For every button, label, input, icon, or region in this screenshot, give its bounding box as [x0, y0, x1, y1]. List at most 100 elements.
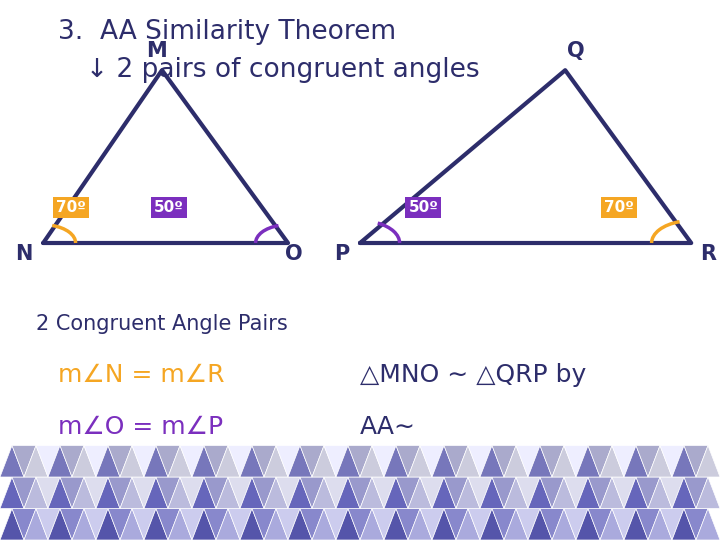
Polygon shape	[420, 446, 444, 477]
Polygon shape	[72, 509, 96, 540]
Polygon shape	[684, 509, 708, 540]
Polygon shape	[360, 477, 384, 509]
Polygon shape	[408, 446, 432, 477]
Polygon shape	[576, 477, 600, 509]
Polygon shape	[480, 477, 504, 509]
Polygon shape	[444, 477, 468, 509]
Polygon shape	[636, 477, 660, 509]
Polygon shape	[108, 509, 132, 540]
Polygon shape	[552, 477, 576, 509]
Polygon shape	[468, 446, 492, 477]
Polygon shape	[60, 477, 84, 509]
Polygon shape	[108, 477, 132, 509]
Polygon shape	[156, 446, 180, 477]
Polygon shape	[72, 477, 96, 509]
Polygon shape	[240, 509, 264, 540]
Polygon shape	[228, 446, 252, 477]
Polygon shape	[672, 509, 696, 540]
Polygon shape	[456, 446, 480, 477]
Polygon shape	[312, 509, 336, 540]
Polygon shape	[576, 509, 600, 540]
Polygon shape	[540, 509, 564, 540]
Polygon shape	[276, 509, 300, 540]
Polygon shape	[36, 509, 60, 540]
Polygon shape	[528, 477, 552, 509]
Polygon shape	[408, 477, 432, 509]
Polygon shape	[300, 477, 324, 509]
Polygon shape	[240, 446, 264, 477]
Polygon shape	[264, 477, 288, 509]
Polygon shape	[24, 477, 48, 509]
Polygon shape	[192, 477, 216, 509]
Polygon shape	[468, 477, 492, 509]
Polygon shape	[288, 446, 312, 477]
Polygon shape	[528, 446, 552, 477]
Polygon shape	[564, 509, 588, 540]
Polygon shape	[96, 509, 120, 540]
Text: N: N	[15, 244, 32, 264]
Polygon shape	[12, 446, 36, 477]
Polygon shape	[36, 477, 60, 509]
Polygon shape	[348, 509, 372, 540]
Polygon shape	[612, 509, 636, 540]
Polygon shape	[252, 446, 276, 477]
Polygon shape	[204, 477, 228, 509]
Polygon shape	[228, 509, 252, 540]
Polygon shape	[192, 509, 216, 540]
Polygon shape	[444, 446, 468, 477]
Polygon shape	[384, 477, 408, 509]
Polygon shape	[300, 509, 324, 540]
Polygon shape	[336, 446, 360, 477]
Polygon shape	[144, 509, 168, 540]
Polygon shape	[84, 446, 108, 477]
Polygon shape	[588, 477, 612, 509]
Polygon shape	[588, 509, 612, 540]
Polygon shape	[648, 509, 672, 540]
Polygon shape	[48, 477, 72, 509]
Polygon shape	[504, 509, 528, 540]
Polygon shape	[336, 509, 360, 540]
Polygon shape	[528, 509, 552, 540]
Polygon shape	[480, 446, 504, 477]
Polygon shape	[516, 509, 540, 540]
Polygon shape	[672, 446, 696, 477]
Polygon shape	[216, 509, 240, 540]
Polygon shape	[264, 509, 288, 540]
Polygon shape	[0, 509, 24, 540]
Polygon shape	[648, 477, 672, 509]
Polygon shape	[168, 509, 192, 540]
Text: M: M	[147, 41, 167, 62]
Polygon shape	[468, 509, 492, 540]
Text: 50º: 50º	[408, 200, 438, 215]
Polygon shape	[288, 477, 312, 509]
Polygon shape	[48, 446, 72, 477]
Text: 70º: 70º	[55, 200, 86, 215]
Polygon shape	[636, 509, 660, 540]
Polygon shape	[168, 446, 192, 477]
Polygon shape	[372, 509, 396, 540]
Polygon shape	[672, 477, 696, 509]
Polygon shape	[180, 477, 204, 509]
Polygon shape	[120, 509, 144, 540]
Polygon shape	[492, 477, 516, 509]
Text: △MNO ∼ △QRP by: △MNO ∼ △QRP by	[360, 363, 586, 387]
Polygon shape	[336, 477, 360, 509]
Polygon shape	[216, 477, 240, 509]
Polygon shape	[132, 446, 156, 477]
Polygon shape	[360, 509, 384, 540]
Polygon shape	[396, 509, 420, 540]
Polygon shape	[348, 446, 372, 477]
Polygon shape	[576, 446, 600, 477]
Polygon shape	[264, 446, 288, 477]
Polygon shape	[12, 509, 36, 540]
Polygon shape	[456, 477, 480, 509]
Polygon shape	[564, 477, 588, 509]
Polygon shape	[696, 509, 720, 540]
Polygon shape	[480, 509, 504, 540]
Text: m∠N = m∠R: m∠N = m∠R	[58, 363, 224, 387]
Polygon shape	[156, 477, 180, 509]
Polygon shape	[156, 509, 180, 540]
Text: O: O	[285, 244, 302, 264]
Polygon shape	[324, 446, 348, 477]
Text: P: P	[334, 244, 349, 264]
